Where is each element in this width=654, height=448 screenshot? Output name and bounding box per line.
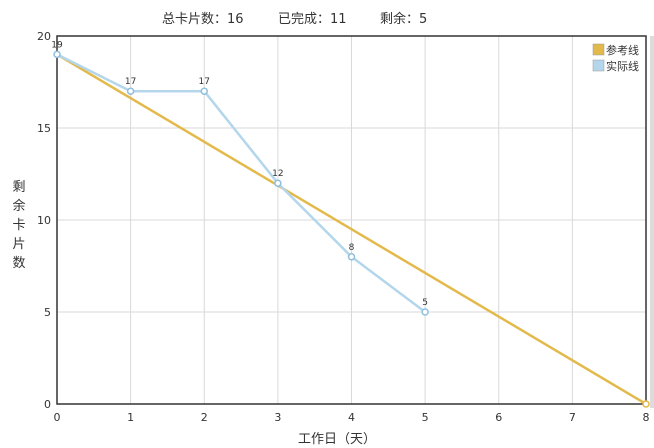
completed-stat: 已完成：11 bbox=[278, 12, 347, 27]
x-axis-label: 工作日（天） bbox=[297, 432, 376, 447]
y-tick-label: 20 bbox=[37, 30, 51, 43]
legend-label: 参考线 bbox=[606, 43, 639, 57]
reference-end-point bbox=[642, 400, 650, 408]
series-line-2 bbox=[56, 53, 426, 314]
y-axis-label-char: 片 bbox=[12, 237, 26, 252]
x-tick-label: 5 bbox=[422, 411, 429, 424]
legend-swatch bbox=[592, 59, 605, 72]
y-axis-label-char: 剩 bbox=[12, 180, 26, 195]
x-tick-label: 2 bbox=[201, 411, 208, 424]
data-point bbox=[200, 87, 208, 95]
series-line-1 bbox=[56, 53, 647, 406]
x-tick-label: 7 bbox=[569, 411, 576, 424]
y-tick-label: 0 bbox=[44, 398, 51, 411]
x-tick-label: 6 bbox=[495, 411, 502, 424]
y-tick-label: 15 bbox=[37, 122, 51, 135]
data-label: 17 bbox=[125, 77, 136, 87]
y-axis-label-char: 数 bbox=[12, 256, 26, 271]
data-label: 12 bbox=[272, 169, 283, 179]
data-label: 17 bbox=[199, 77, 210, 87]
data-label: 8 bbox=[349, 243, 355, 253]
y-axis-label: 剩余卡片数 bbox=[10, 178, 28, 273]
total-cards-stat: 总卡片数：16 bbox=[162, 12, 244, 27]
legend-swatch bbox=[592, 43, 605, 56]
data-point bbox=[126, 87, 135, 95]
x-tick-label: 1 bbox=[127, 411, 134, 424]
plot-frame bbox=[56, 35, 647, 405]
y-tick-label: 10 bbox=[37, 214, 51, 227]
right-edge-bar bbox=[650, 36, 654, 408]
x-tick-label: 0 bbox=[54, 411, 61, 424]
data-point bbox=[347, 253, 356, 261]
x-tick-label: 4 bbox=[348, 411, 355, 424]
data-label: 19 bbox=[51, 40, 63, 50]
data-label: 5 bbox=[422, 298, 428, 308]
summary-header: 总卡片数：16 已完成：11 剩余：5 bbox=[0, 8, 654, 28]
y-axis-label-char: 卡 bbox=[12, 218, 26, 233]
remaining-stat: 剩余：5 bbox=[380, 12, 428, 27]
x-tick-label: 3 bbox=[274, 411, 281, 424]
legend-label: 实际线 bbox=[606, 59, 639, 73]
y-axis-label-char: 余 bbox=[12, 199, 26, 214]
y-tick-label: 5 bbox=[44, 306, 51, 319]
data-point bbox=[274, 179, 282, 187]
x-tick-label: 8 bbox=[643, 411, 650, 424]
data-point bbox=[53, 50, 61, 59]
data-point bbox=[421, 308, 429, 316]
